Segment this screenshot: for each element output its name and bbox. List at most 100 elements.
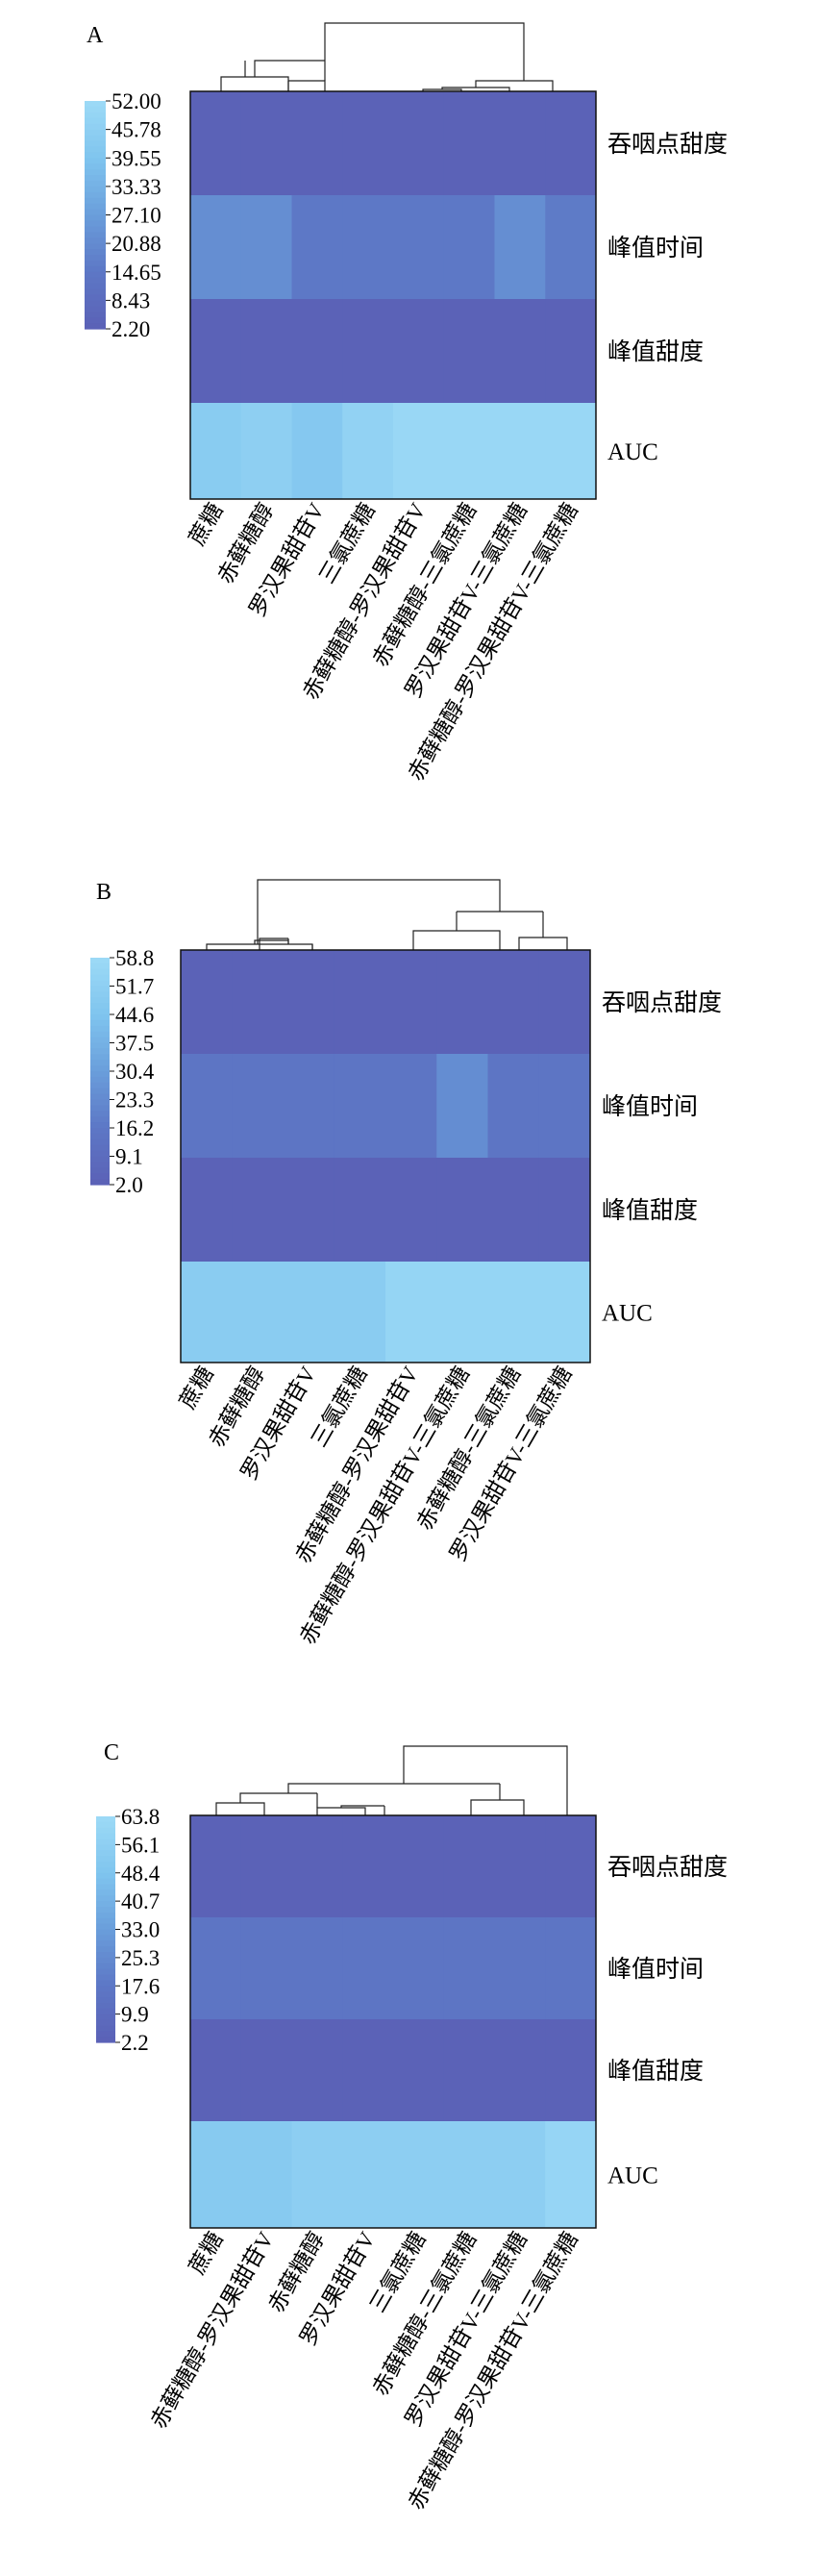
- colorbar-swatch: [85, 271, 106, 279]
- colorbar-tick-label: 48.4: [121, 1862, 161, 1886]
- heatmap-cell: [334, 1054, 386, 1159]
- colorbar-swatch: [90, 1111, 110, 1117]
- colorbar-swatch: [90, 1048, 110, 1055]
- dendrogram-branch: [254, 60, 325, 77]
- colorbar-swatch: [96, 1974, 115, 1981]
- colorbar-swatch: [96, 1838, 115, 1845]
- colorbar-swatch: [90, 1042, 110, 1049]
- colorbar-swatch: [90, 1122, 110, 1129]
- panel-label: A: [87, 23, 104, 48]
- colorbar-swatch: [96, 1884, 115, 1890]
- colorbar-swatch: [90, 1179, 110, 1186]
- heatmap-cell: [334, 1262, 386, 1363]
- heatmap-cell: [487, 1262, 540, 1363]
- colorbar-tick-label: 33.0: [121, 1918, 160, 1942]
- colorbar-swatch: [90, 986, 110, 992]
- dendrogram-branch: [288, 80, 326, 91]
- heatmap-cell: [334, 1158, 386, 1263]
- colorbar-tick-label: 23.3: [115, 1088, 154, 1113]
- colorbar-swatch: [96, 1980, 115, 1987]
- heatmap-cell: [436, 1158, 488, 1263]
- colorbar-tick-label: 37.5: [115, 1032, 154, 1056]
- row-label: 峰值甜度: [602, 1197, 698, 1224]
- colorbar-swatch: [96, 2002, 115, 2010]
- colorbar-swatch: [90, 1082, 110, 1089]
- colorbar-swatch: [96, 2025, 115, 2032]
- heatmap-cell: [436, 950, 488, 1055]
- heatmap-cell: [393, 1917, 445, 2020]
- colorbar-swatch: [90, 1116, 110, 1123]
- colorbar-swatch: [85, 191, 106, 199]
- column-label: 蔗糖: [185, 499, 228, 549]
- colorbar-swatch: [85, 175, 106, 182]
- heatmap-cell: [190, 91, 242, 196]
- colorbar-swatch: [90, 1128, 110, 1135]
- colorbar-swatch: [90, 1105, 110, 1112]
- colorbar-swatch: [85, 203, 106, 211]
- heatmap-cell: [232, 950, 284, 1055]
- heatmap-cell: [393, 299, 445, 404]
- colorbar-swatch: [90, 1009, 110, 1015]
- dendrogram-branch: [220, 76, 289, 91]
- colorbar-swatch: [85, 180, 106, 188]
- colorbar-swatch: [96, 1878, 115, 1886]
- heatmap-cell: [291, 403, 343, 500]
- heatmap-cell: [487, 1054, 540, 1159]
- colorbar-swatch: [85, 226, 106, 233]
- colorbar-swatch: [96, 1929, 115, 1936]
- heatmap-cell: [190, 2121, 242, 2229]
- colorbar-swatch: [90, 1031, 110, 1038]
- colorbar-swatch: [85, 101, 106, 108]
- heatmap-cell: [545, 195, 597, 300]
- colorbar-swatch: [90, 1162, 110, 1168]
- colorbar-swatch: [85, 112, 106, 119]
- heatmap-cell: [494, 91, 546, 196]
- colorbar-swatch: [90, 1093, 110, 1101]
- dendrogram-branch: [340, 1805, 384, 1808]
- heatmap-cell: [393, 195, 445, 300]
- colorbar-swatch: [96, 1844, 115, 1851]
- heatmap-cell: [393, 91, 445, 196]
- colorbar-swatch: [90, 1071, 110, 1078]
- heatmap-cell: [291, 2121, 343, 2229]
- dendrogram-branch: [215, 1802, 265, 1815]
- colorbar-swatch: [85, 323, 106, 330]
- colorbar-swatch: [96, 1963, 115, 1970]
- colorbar-swatch: [90, 1144, 110, 1152]
- heatmap-cell: [494, 2121, 546, 2229]
- heatmap-cell: [436, 1054, 488, 1159]
- colorbar-swatch: [85, 300, 106, 307]
- dendrogram-branch: [324, 22, 525, 81]
- row-label: 峰值时间: [602, 1093, 698, 1120]
- heatmap-cell: [494, 403, 546, 500]
- colorbar-swatch: [96, 1935, 115, 1941]
- heatmap-cell: [393, 2019, 445, 2122]
- row-label: AUC: [602, 1301, 653, 1327]
- colorbar-swatch: [90, 963, 110, 970]
- row-label: 峰值甜度: [607, 338, 704, 365]
- colorbar-swatch: [85, 158, 106, 164]
- colorbar-swatch: [96, 1862, 115, 1868]
- colorbar-tick-label: 25.3: [121, 1946, 160, 1970]
- heatmap-cell: [181, 1262, 233, 1363]
- colorbar-swatch: [90, 958, 110, 964]
- colorbar-swatch: [85, 129, 106, 137]
- colorbar-swatch: [96, 1917, 115, 1925]
- heatmap-cell: [342, 299, 394, 404]
- heatmap-cell: [190, 299, 242, 404]
- dendrogram-branch: [239, 1792, 317, 1803]
- heatmap-cell: [291, 2019, 343, 2122]
- panel-label: C: [104, 1740, 119, 1765]
- heatmap-cell: [385, 950, 437, 1055]
- column-label: 蔗糖: [185, 2228, 228, 2278]
- colorbar-swatch: [96, 1901, 115, 1908]
- colorbar-tick-label: 63.8: [121, 1805, 160, 1829]
- colorbar-swatch: [85, 140, 106, 147]
- colorbar-swatch: [96, 1940, 115, 1947]
- colorbar-swatch: [96, 1957, 115, 1964]
- heatmap-cell: [545, 403, 597, 500]
- heatmap-cell: [190, 1815, 242, 1918]
- colorbar-swatch: [96, 1968, 115, 1976]
- colorbar-tick-label: 45.78: [111, 118, 161, 142]
- colorbar-swatch: [96, 2037, 115, 2043]
